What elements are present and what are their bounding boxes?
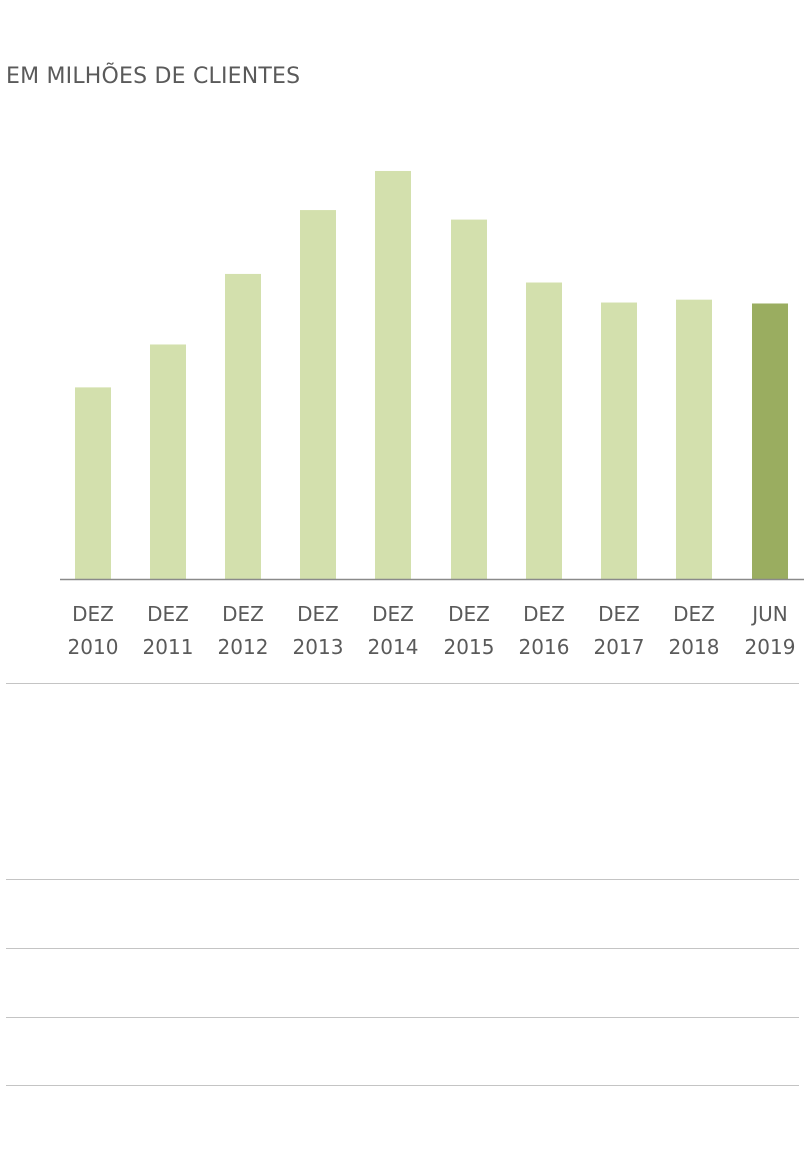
x-tick-label-month: DEZ bbox=[448, 602, 490, 626]
x-tick-label-month: DEZ bbox=[523, 602, 565, 626]
x-tick-label-year: 2017 bbox=[594, 635, 645, 659]
x-tick-label-month: DEZ bbox=[372, 602, 414, 626]
x-tick-label-year: 2014 bbox=[368, 635, 419, 659]
x-tick-label-year: 2016 bbox=[519, 635, 570, 659]
x-tick-label-year: 2018 bbox=[669, 635, 720, 659]
bar-chart: DEZ 2010 DEZ 2011 DEZ 2012 DEZ 2013 DEZ 2014 DEZ 20… bbox=[60, 170, 804, 659]
bar bbox=[451, 219, 487, 580]
divider bbox=[6, 879, 799, 880]
chart-subtitle: EM MILHÕES DE CLIENTES bbox=[6, 64, 301, 89]
bar bbox=[75, 387, 111, 579]
bar bbox=[526, 282, 562, 579]
x-tick-label-year: 2011 bbox=[143, 635, 194, 659]
bar bbox=[375, 170, 411, 579]
x-tick-label-year: 2010 bbox=[68, 635, 119, 659]
x-tick-label-month: DEZ bbox=[72, 602, 114, 626]
bar bbox=[676, 299, 712, 579]
x-tick-label-month: DEZ bbox=[598, 602, 640, 626]
x-tick-label-year: 2013 bbox=[293, 635, 344, 659]
bar bbox=[150, 344, 186, 579]
x-tick-label-year: 2015 bbox=[444, 635, 495, 659]
bar bbox=[752, 303, 788, 579]
divider bbox=[6, 1085, 799, 1086]
x-tick-label-month: JUN bbox=[750, 602, 788, 626]
bar bbox=[225, 273, 261, 579]
x-tick-label-year: 2012 bbox=[218, 635, 269, 659]
x-tick-label-month: DEZ bbox=[297, 602, 339, 626]
x-tick-label-month: DEZ bbox=[222, 602, 264, 626]
x-tick-label-month: DEZ bbox=[147, 602, 189, 626]
divider bbox=[6, 683, 799, 684]
divider bbox=[6, 1017, 799, 1018]
divider bbox=[6, 948, 799, 949]
bar bbox=[300, 210, 336, 579]
x-tick-label-month: DEZ bbox=[673, 602, 715, 626]
x-tick-label-year: 2019 bbox=[745, 635, 796, 659]
bar bbox=[601, 302, 637, 579]
